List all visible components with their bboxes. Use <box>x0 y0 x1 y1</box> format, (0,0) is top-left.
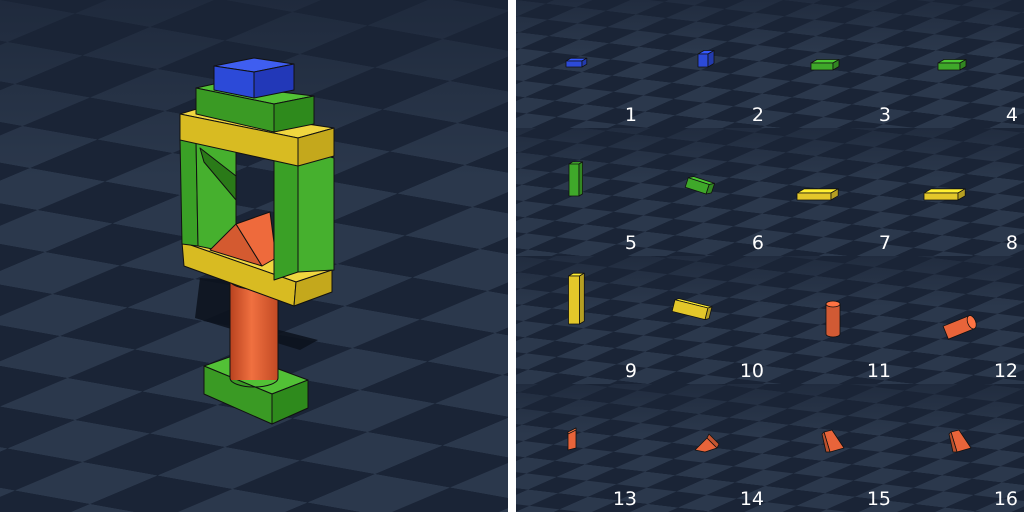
cell-floor <box>516 384 643 512</box>
piece-yellow-upright-beam[interactable] <box>516 256 643 384</box>
palette-cell-9[interactable]: 9 <box>516 256 643 384</box>
piece-green-slab[interactable] <box>770 0 897 128</box>
cell-floor <box>643 0 770 128</box>
piece-blue-cube[interactable] <box>643 0 770 128</box>
palette-cell-number: 7 <box>878 232 891 254</box>
palette-cell-number: 15 <box>866 488 891 510</box>
scene-canvas[interactable] <box>0 0 508 512</box>
block-tower[interactable] <box>179 57 335 425</box>
palette-cell-number: 6 <box>751 232 764 254</box>
palette-cell-14[interactable]: 14 <box>643 384 770 512</box>
cell-floor <box>516 0 643 128</box>
palette-cell-2[interactable]: 2 <box>643 0 770 128</box>
palette-cell-6[interactable]: 6 <box>643 128 770 256</box>
piece-orange-small-wedge[interactable] <box>516 384 643 512</box>
piece-orange-lying-cylinder[interactable] <box>897 256 1024 384</box>
main-3d-viewport[interactable] <box>0 0 508 512</box>
piece-yellow-long-beam[interactable] <box>897 128 1024 256</box>
piece-blue-flat-cuboid[interactable] <box>516 0 643 128</box>
palette-cell-12[interactable]: 12 <box>897 256 1024 384</box>
piece-yellow-long-beam[interactable] <box>770 128 897 256</box>
piece-green-side-slab[interactable] <box>643 128 770 256</box>
block-palette: 1 2 3 4 5 6 7 8 9 10 11 12 13 14 15 16 <box>516 0 1024 512</box>
palette-cell-1[interactable]: 1 <box>516 0 643 128</box>
panel-divider <box>508 0 516 512</box>
piece-orange-wedge[interactable] <box>897 384 1024 512</box>
piece-orange-triangular-prism[interactable] <box>643 384 770 512</box>
palette-cell-number: 14 <box>739 488 764 510</box>
palette-cell-10[interactable]: 10 <box>643 256 770 384</box>
palette-cell-number: 8 <box>1005 232 1018 254</box>
palette-cell-number: 5 <box>624 232 637 254</box>
palette-cell-5[interactable]: 5 <box>516 128 643 256</box>
palette-cell-16[interactable]: 16 <box>897 384 1024 512</box>
palette-cell-8[interactable]: 8 <box>897 128 1024 256</box>
tower-shadow <box>195 278 318 350</box>
piece-green-slab[interactable] <box>897 0 1024 128</box>
palette-cell-number: 13 <box>612 488 637 510</box>
piece-orange-upright-cylinder[interactable] <box>770 256 897 384</box>
palette-cell-number: 1 <box>624 104 637 126</box>
palette-cell-4[interactable]: 4 <box>897 0 1024 128</box>
palette-cell-11[interactable]: 11 <box>770 256 897 384</box>
palette-cell-7[interactable]: 7 <box>770 128 897 256</box>
palette-cell-number: 4 <box>1005 104 1018 126</box>
palette-cell-number: 10 <box>739 360 764 382</box>
cell-floor <box>643 384 770 512</box>
piece-orange-wedge[interactable] <box>770 384 897 512</box>
palette-cell-number: 11 <box>866 360 891 382</box>
piece-yellow-side-beam[interactable] <box>643 256 770 384</box>
palette-cell-13[interactable]: 13 <box>516 384 643 512</box>
cell-floor <box>643 256 770 384</box>
palette-cell-number: 16 <box>993 488 1018 510</box>
top-blue-cube[interactable] <box>213 57 295 99</box>
palette-cell-number: 12 <box>993 360 1018 382</box>
palette-cell-3[interactable]: 3 <box>770 0 897 128</box>
palette-cell-number: 2 <box>751 104 764 126</box>
piece-green-upright-slab[interactable] <box>516 128 643 256</box>
palette-cell-number: 3 <box>878 104 891 126</box>
palette-cell-number: 9 <box>624 360 637 382</box>
palette-cell-15[interactable]: 15 <box>770 384 897 512</box>
right-green-pillar[interactable] <box>273 147 335 281</box>
